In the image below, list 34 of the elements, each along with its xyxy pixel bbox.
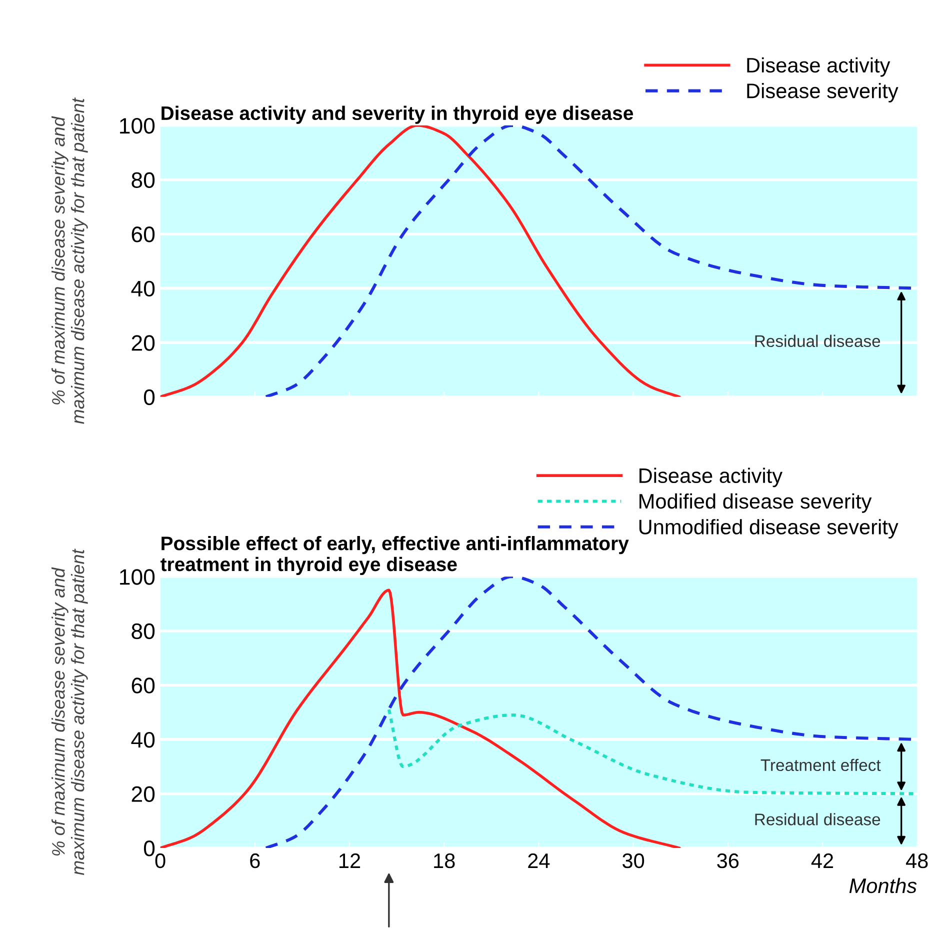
x-tick-label: 24	[528, 853, 550, 868]
y-tick-label: 40	[131, 732, 155, 748]
y-tick-label: 40	[131, 280, 155, 297]
y-tick-label: 100	[120, 569, 155, 585]
y-tick-label: 100	[120, 118, 155, 134]
x-tick-label: 12	[340, 853, 360, 868]
y-tick-label: 60	[132, 678, 155, 694]
y-tick-label: 0	[144, 389, 155, 406]
legend-label: Modified disease severity	[640, 493, 872, 513]
chart-title: Disease activity and severity in thyroid eye disease	[162, 106, 634, 124]
legend-label: Disease activity	[747, 57, 890, 77]
y-tick-label: 0	[144, 840, 155, 856]
legend-label: Disease activity	[640, 468, 782, 488]
x-tick-label: 36	[717, 853, 739, 868]
y-axis-title: % of maximum disease severity and maximum disease activity for that patient	[52, 97, 88, 424]
y-tick-label: 60	[132, 226, 155, 242]
x-axis-title: Months	[849, 878, 917, 894]
y-axis-title: % of maximum disease severity and maximum disease activity for that patient	[52, 548, 88, 876]
y-tick-label: 20	[132, 335, 155, 351]
chart-title: Possible effect of early, effective anti-inflammatory treatment in thyroid eye disease	[160, 536, 629, 576]
legend-label: Unmodified disease severity	[639, 519, 898, 539]
x-tick-label: 42	[811, 853, 834, 868]
annotation: Residual disease	[755, 334, 880, 348]
x-tick-label: 30	[622, 853, 644, 868]
x-tick-label: 18	[434, 853, 455, 868]
legend-label: Disease severity	[747, 82, 898, 102]
y-tick-label: 20	[132, 786, 155, 802]
y-tick-label: 80	[132, 172, 155, 188]
x-tick-label: 0	[155, 853, 166, 868]
annotation: Treatment effect	[760, 758, 881, 772]
y-tick-label: 80	[132, 623, 155, 640]
x-tick-label: 6	[250, 853, 260, 868]
annotation: Residual disease	[755, 813, 880, 826]
x-tick-label: 48	[906, 853, 928, 868]
